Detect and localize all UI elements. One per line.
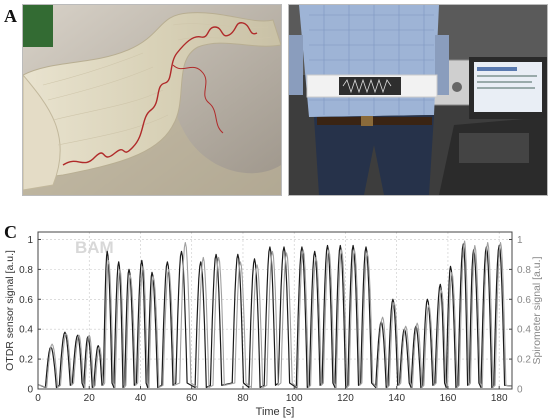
panel-a-label: A bbox=[4, 6, 17, 26]
y2-tick-label: 0.6 bbox=[517, 295, 531, 306]
textile-fiber-photo bbox=[22, 4, 282, 196]
x-tick-label: 20 bbox=[84, 393, 96, 404]
y2-axis-ticks: 0 0.2 0.4 0.6 0.8 1 bbox=[509, 235, 531, 396]
sensor-belt-illustration bbox=[289, 5, 547, 195]
y2-tick-label: 1 bbox=[517, 235, 523, 246]
x-tick-label: 40 bbox=[135, 393, 147, 404]
y2-tick-label: 0.4 bbox=[517, 325, 531, 336]
sensor-belt-photo bbox=[288, 4, 548, 196]
x-tick-label: 160 bbox=[440, 393, 457, 404]
y-axis-label: OTDR sensor signal [a.u.] bbox=[4, 250, 16, 371]
y-tick-label: 0.4 bbox=[19, 325, 33, 336]
y-tick-label: 1 bbox=[27, 235, 33, 246]
x-axis-label: Time [s] bbox=[256, 406, 295, 418]
y-tick-label: 0.2 bbox=[19, 355, 33, 366]
x-tick-label: 140 bbox=[388, 393, 405, 404]
y-axis-ticks: 0 0.2 0.4 0.6 0.8 1 bbox=[19, 235, 41, 396]
series-line-spirometer bbox=[37, 240, 513, 389]
y2-tick-label: 0.2 bbox=[517, 355, 531, 366]
x-tick-label: 60 bbox=[186, 393, 198, 404]
y-tick-label: 0 bbox=[27, 385, 33, 396]
y2-tick-label: 0 bbox=[517, 385, 523, 396]
y2-tick-label: 0.8 bbox=[517, 265, 531, 276]
chart-series bbox=[37, 240, 513, 389]
series-line-otdr bbox=[37, 243, 513, 389]
y-tick-label: 0.8 bbox=[19, 265, 33, 276]
x-tick-label: 0 bbox=[35, 393, 41, 404]
panel-c-label: C bbox=[4, 222, 17, 242]
y2-axis-label: Spirometer signal [a.u.] bbox=[531, 256, 543, 364]
x-tick-label: 120 bbox=[337, 393, 354, 404]
chart-watermark: BAM bbox=[75, 238, 114, 257]
breathing-signal-chart: BAM 0 20 40 60 80 100 120 140 160 180 00.20.40.60… bbox=[4, 231, 543, 418]
x-tick-label: 100 bbox=[286, 393, 303, 404]
plot-frame bbox=[37, 231, 513, 390]
x-axis-ticks: 0 20 40 60 80 100 120 140 160 180 bbox=[35, 386, 508, 404]
textile-fiber-illustration bbox=[23, 5, 281, 195]
y-tick-label: 0.6 bbox=[19, 295, 33, 306]
x-tick-label: 180 bbox=[491, 393, 508, 404]
x-tick-label: 80 bbox=[237, 393, 249, 404]
